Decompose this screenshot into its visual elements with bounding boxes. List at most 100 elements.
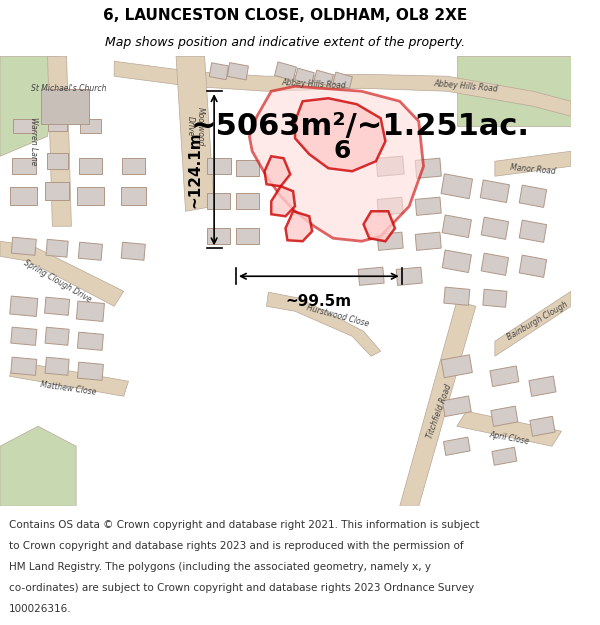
Bar (45, 357, 69, 375)
Polygon shape (0, 426, 76, 506)
Bar (11, 238, 37, 255)
Text: 6: 6 (334, 139, 351, 163)
Bar (491, 406, 518, 426)
Bar (46, 239, 68, 257)
Bar (443, 437, 470, 456)
Bar (208, 228, 230, 244)
Bar (44, 298, 70, 315)
Bar (492, 448, 517, 465)
Bar (275, 62, 296, 81)
Bar (10, 188, 37, 205)
Text: to Crown copyright and database rights 2023 and is reproduced with the permissio: to Crown copyright and database rights 2… (8, 541, 463, 551)
Bar (519, 255, 547, 278)
Bar (206, 158, 231, 174)
Bar (333, 72, 352, 88)
Bar (481, 217, 509, 239)
Polygon shape (457, 411, 562, 446)
Bar (415, 158, 442, 178)
Bar (77, 188, 104, 205)
Bar (209, 62, 229, 80)
Text: ~5063m²/~1.251ac.: ~5063m²/~1.251ac. (190, 112, 529, 141)
Bar (236, 193, 259, 209)
Bar (529, 376, 556, 396)
Text: Moorwood
Drive: Moorwood Drive (185, 106, 205, 146)
Polygon shape (176, 56, 214, 211)
Bar (77, 332, 103, 351)
Polygon shape (364, 211, 395, 241)
Bar (519, 185, 547, 208)
Text: Titchfield Road: Titchfield Road (425, 383, 454, 439)
Polygon shape (114, 61, 571, 116)
Bar (227, 62, 248, 80)
Polygon shape (266, 292, 380, 356)
Text: ~99.5m: ~99.5m (286, 294, 352, 309)
Bar (45, 328, 69, 345)
Bar (441, 355, 472, 377)
Bar (13, 119, 34, 133)
Text: Manor Road: Manor Road (510, 162, 556, 176)
Bar (441, 174, 473, 199)
Text: Map shows position and indicative extent of the property.: Map shows position and indicative extent… (106, 36, 466, 49)
Bar (442, 396, 471, 416)
Text: 100026316.: 100026316. (8, 604, 71, 614)
Text: Warren Lane: Warren Lane (29, 117, 38, 166)
Text: Hurstwood Close: Hurstwood Close (305, 304, 370, 329)
Bar (41, 89, 89, 124)
Polygon shape (250, 86, 424, 241)
Text: Bainburgh Clough: Bainburgh Clough (506, 300, 569, 343)
Bar (80, 119, 101, 133)
Text: Matthew Close: Matthew Close (40, 380, 97, 397)
Bar (376, 156, 404, 176)
Bar (45, 182, 69, 200)
Bar (11, 327, 37, 346)
Bar (480, 180, 509, 203)
Bar (415, 197, 441, 216)
Bar (79, 242, 103, 260)
Polygon shape (295, 98, 385, 171)
Bar (121, 242, 145, 260)
Bar (122, 158, 145, 174)
Text: ~124.1m: ~124.1m (188, 131, 203, 208)
Bar (442, 250, 472, 272)
Text: co-ordinates) are subject to Crown copyright and database rights 2023 Ordnance S: co-ordinates) are subject to Crown copyr… (8, 583, 473, 593)
Polygon shape (400, 301, 476, 506)
Bar (295, 68, 314, 84)
Text: St Michael's Church: St Michael's Church (31, 84, 106, 92)
Text: Abbey Hills Road: Abbey Hills Road (281, 78, 346, 91)
Polygon shape (0, 241, 124, 306)
Bar (47, 153, 68, 169)
Bar (12, 158, 35, 174)
Bar (442, 215, 472, 238)
Text: Contains OS data © Crown copyright and database right 2021. This information is : Contains OS data © Crown copyright and d… (8, 521, 479, 531)
Bar (444, 287, 470, 306)
Bar (396, 267, 422, 286)
Polygon shape (0, 56, 57, 156)
Bar (10, 296, 38, 316)
Bar (530, 416, 555, 436)
Polygon shape (495, 291, 571, 356)
Bar (483, 289, 507, 308)
Polygon shape (495, 151, 571, 176)
Text: 6, LAUNCESTON CLOSE, OLDHAM, OL8 2XE: 6, LAUNCESTON CLOSE, OLDHAM, OL8 2XE (103, 8, 467, 23)
Bar (358, 267, 384, 286)
Bar (121, 188, 146, 205)
Polygon shape (47, 56, 71, 226)
Bar (11, 357, 37, 376)
Bar (77, 362, 103, 381)
Bar (490, 366, 519, 386)
Text: Abbey Hills Road: Abbey Hills Road (434, 79, 499, 94)
Polygon shape (457, 56, 571, 126)
Polygon shape (271, 186, 295, 216)
Text: April Close: April Close (488, 430, 530, 446)
Bar (519, 220, 547, 243)
Bar (236, 160, 259, 176)
Bar (377, 197, 403, 216)
Polygon shape (265, 156, 290, 186)
Bar (377, 232, 403, 251)
Polygon shape (286, 211, 312, 241)
Bar (236, 228, 259, 244)
Polygon shape (10, 361, 128, 396)
Text: Spring Clough Drive: Spring Clough Drive (22, 258, 92, 304)
Bar (76, 301, 104, 321)
Bar (208, 193, 230, 209)
